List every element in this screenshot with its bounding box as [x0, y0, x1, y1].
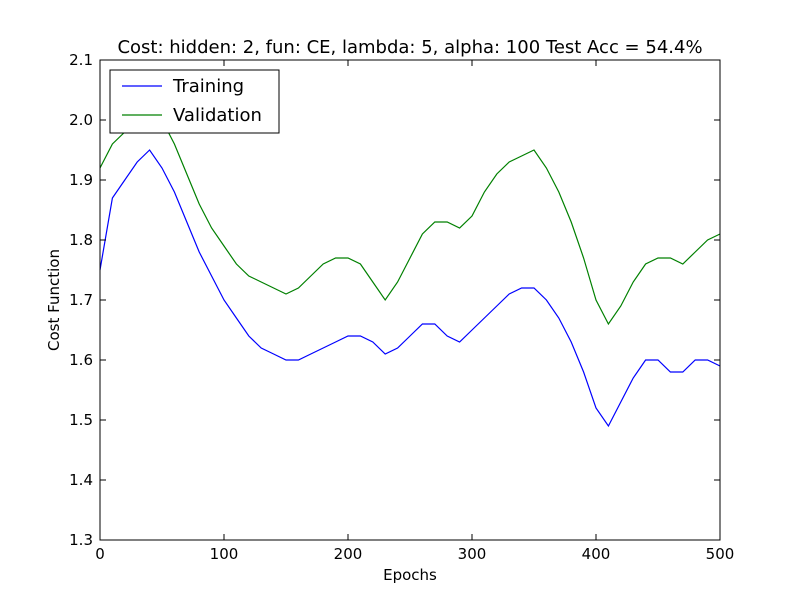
series-line-validation [99, 113, 721, 326]
y-tick-label: 1.9 [69, 171, 93, 189]
legend-label-validation: Validation [173, 105, 262, 126]
y-tick-label: 1.3 [69, 531, 93, 549]
tick-layer: 0 100 200 300 400 500 1.3 1.4 1.5 1.6 1.7 1.8 1.9 2.0… [69, 51, 734, 563]
chart-title: Cost: hidden: 2, fun: CE, lambda: 5, alp… [117, 37, 702, 58]
legend: Training Validation [109, 69, 280, 134]
x-tick-label: 300 [458, 545, 487, 563]
x-tick-label: 500 [706, 545, 735, 563]
y-tick-label: 2.1 [69, 51, 93, 69]
plot-frame [99, 59, 721, 541]
x-tick-label: 200 [334, 545, 363, 563]
y-axis-label: Cost Function [45, 249, 63, 351]
x-axis-label: Epochs [383, 566, 437, 584]
x-tick-label: 400 [582, 545, 611, 563]
legend-label-training: Training [172, 76, 244, 97]
series-layer [99, 113, 721, 428]
y-tick-label: 1.6 [69, 351, 93, 369]
legend-box [109, 69, 280, 134]
y-tick-label: 1.4 [69, 471, 93, 489]
y-tick-label: 1.5 [69, 411, 93, 429]
x-tick-label: 0 [95, 545, 105, 563]
series-line-training [99, 149, 721, 428]
y-tick-label: 2.0 [69, 111, 93, 129]
y-tick-label: 1.7 [69, 291, 93, 309]
y-tick-label: 1.8 [69, 231, 93, 249]
x-tick-label: 100 [210, 545, 239, 563]
